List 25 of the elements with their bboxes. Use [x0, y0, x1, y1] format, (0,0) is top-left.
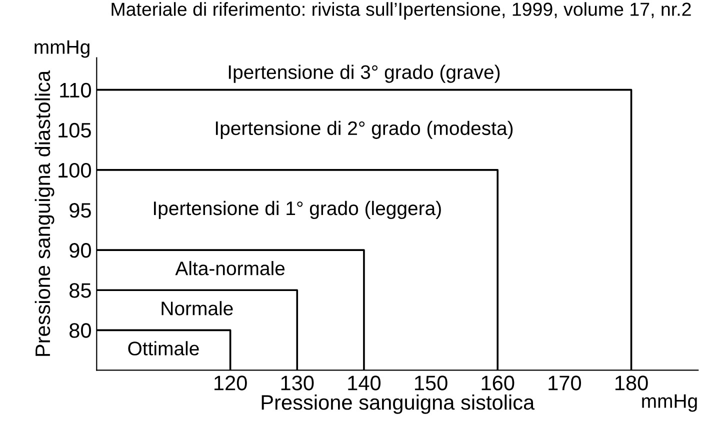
y-tick-label: 90 — [70, 243, 91, 258]
x-tick-label: 180 — [615, 376, 648, 390]
x-tick-label: 160 — [482, 376, 514, 390]
text: mmHg — [34, 40, 90, 58]
series-label: Ottimale — [128, 341, 199, 356]
series-label: Ipertensione di 1° grado (leggera) — [154, 200, 441, 220]
series-label: Ipertensione di 2° grado (modesta) — [216, 120, 513, 139]
annotation: Ipertensione di 3° grado (grave) — [228, 64, 500, 83]
series-label: Normale — [162, 301, 233, 316]
x-axis-title: Pressione sanguigna sistolica — [262, 394, 535, 414]
y-tick-label: 85 — [70, 283, 91, 298]
y-tick-label: 80 — [70, 323, 91, 338]
x-tick-label: 150 — [415, 376, 448, 390]
y-tick-label: 95 — [70, 202, 91, 218]
y-tick-label: 105 — [58, 122, 91, 138]
x-tick-label: 130 — [281, 376, 314, 390]
y-axis-title: Pressione sanguigna diastolica — [34, 70, 54, 356]
x-tick-label: 170 — [548, 376, 582, 390]
x-tick-label: 120 — [214, 376, 247, 390]
y-tick-label: 110 — [60, 82, 91, 98]
x-tick-label: 140 — [348, 376, 381, 390]
series-label: Alta-normale — [175, 261, 285, 276]
chart-title: Materiale di riferimento: rivista sull’Ipertensione, 1999, volume 17, nr.2 — [112, 2, 691, 20]
text: mmHg — [642, 394, 697, 412]
y-tick-label: 100 — [58, 162, 91, 178]
